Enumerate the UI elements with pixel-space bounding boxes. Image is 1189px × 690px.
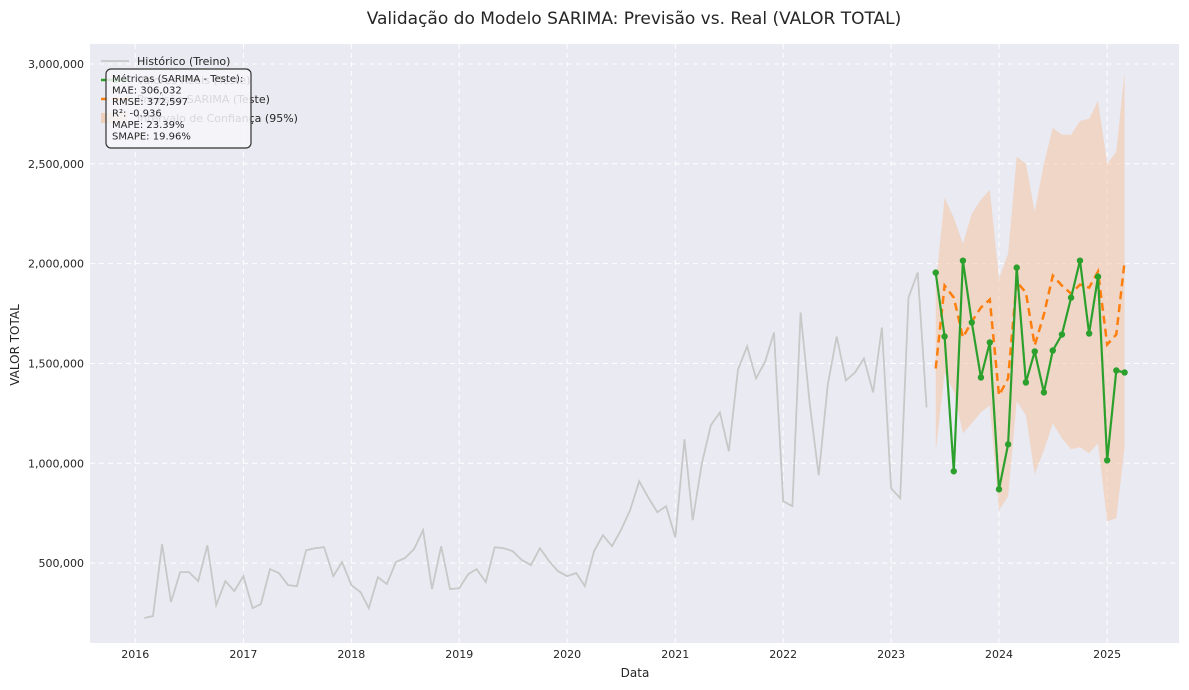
x-tick-label: 2024 — [985, 648, 1013, 661]
reais-point — [968, 319, 975, 326]
metrics-line: MAPE: 23.39% — [112, 120, 185, 131]
reais-point — [1022, 379, 1030, 386]
y-tick-label: 3,000,000 — [28, 58, 84, 71]
reais-point — [1031, 348, 1038, 355]
metrics-line: Métricas (SARIMA - Teste): — [112, 73, 243, 85]
reais-point — [986, 339, 994, 346]
reais-point — [1085, 330, 1093, 337]
reais-point — [932, 269, 939, 276]
x-tick-label: 2018 — [337, 648, 365, 661]
reais-point — [1113, 367, 1120, 374]
reais-line — [934, 260, 1125, 490]
metrics-box: Métricas (SARIMA - Teste):MAE: 306,032RM… — [105, 68, 252, 149]
chart-title: Validação do Modelo SARIMA: Previsão vs.… — [367, 9, 902, 29]
y-tick-label: 2,500,000 — [28, 158, 84, 171]
reais-point — [1040, 389, 1048, 396]
metrics-line: MAE: 306,032 — [112, 86, 182, 97]
x-tick-label: 2016 — [121, 648, 149, 661]
y-tick-label: 2,000,000 — [28, 258, 84, 271]
reais-point — [1004, 441, 1012, 448]
series-markers — [932, 257, 1128, 493]
reais-point — [1067, 294, 1075, 301]
grid-lines — [90, 44, 1179, 643]
reais-point — [1103, 457, 1111, 464]
metrics-box-frame — [105, 68, 252, 149]
y-tick-label: 1,500,000 — [28, 357, 84, 370]
previsao-line — [934, 261, 1126, 400]
x-tick-label: 2020 — [553, 648, 581, 661]
metrics-line: R²: -0.936 — [112, 109, 162, 120]
reais-point — [1058, 331, 1066, 338]
y-axis-ticks: 500,000 1,000,000 1,500,000 2,000,000 2,500,… — [28, 58, 84, 570]
legend-label-historico: Histórico (Treino) — [137, 55, 230, 68]
series-lines — [144, 260, 1126, 619]
x-tick-label: 2022 — [769, 648, 797, 661]
reais-point — [1094, 273, 1102, 280]
confidence-interval-band — [935, 72, 1125, 522]
y-axis-label: VALOR TOTAL — [8, 304, 22, 386]
reais-point — [950, 468, 957, 475]
reais-point — [1049, 347, 1056, 354]
x-tick-label: 2017 — [229, 648, 257, 661]
reais-point — [941, 333, 948, 340]
reais-point — [1121, 369, 1128, 376]
x-tick-label: 2019 — [445, 648, 473, 661]
metrics-line: SMAPE: 19.96% — [112, 132, 191, 143]
x-axis-ticks: 2016 2017 2018 2019 2020 2021 2022 2023 2024 2025 — [121, 648, 1121, 661]
y-tick-label: 500,000 — [39, 557, 85, 570]
reais-point — [995, 486, 1003, 493]
metrics-line: RMSE: 372,597 — [112, 97, 188, 108]
x-tick-label: 2021 — [661, 648, 689, 661]
confidence-band — [935, 72, 1125, 522]
reais-point — [1076, 257, 1084, 264]
historico-line — [144, 272, 928, 619]
y-tick-label: 1,000,000 — [28, 457, 84, 470]
reais-point — [1013, 264, 1020, 271]
x-tick-label: 2025 — [1093, 648, 1121, 661]
reais-point — [959, 257, 967, 264]
x-axis-label: Data — [621, 666, 650, 680]
reais-point — [977, 374, 985, 381]
x-tick-label: 2023 — [877, 648, 905, 661]
